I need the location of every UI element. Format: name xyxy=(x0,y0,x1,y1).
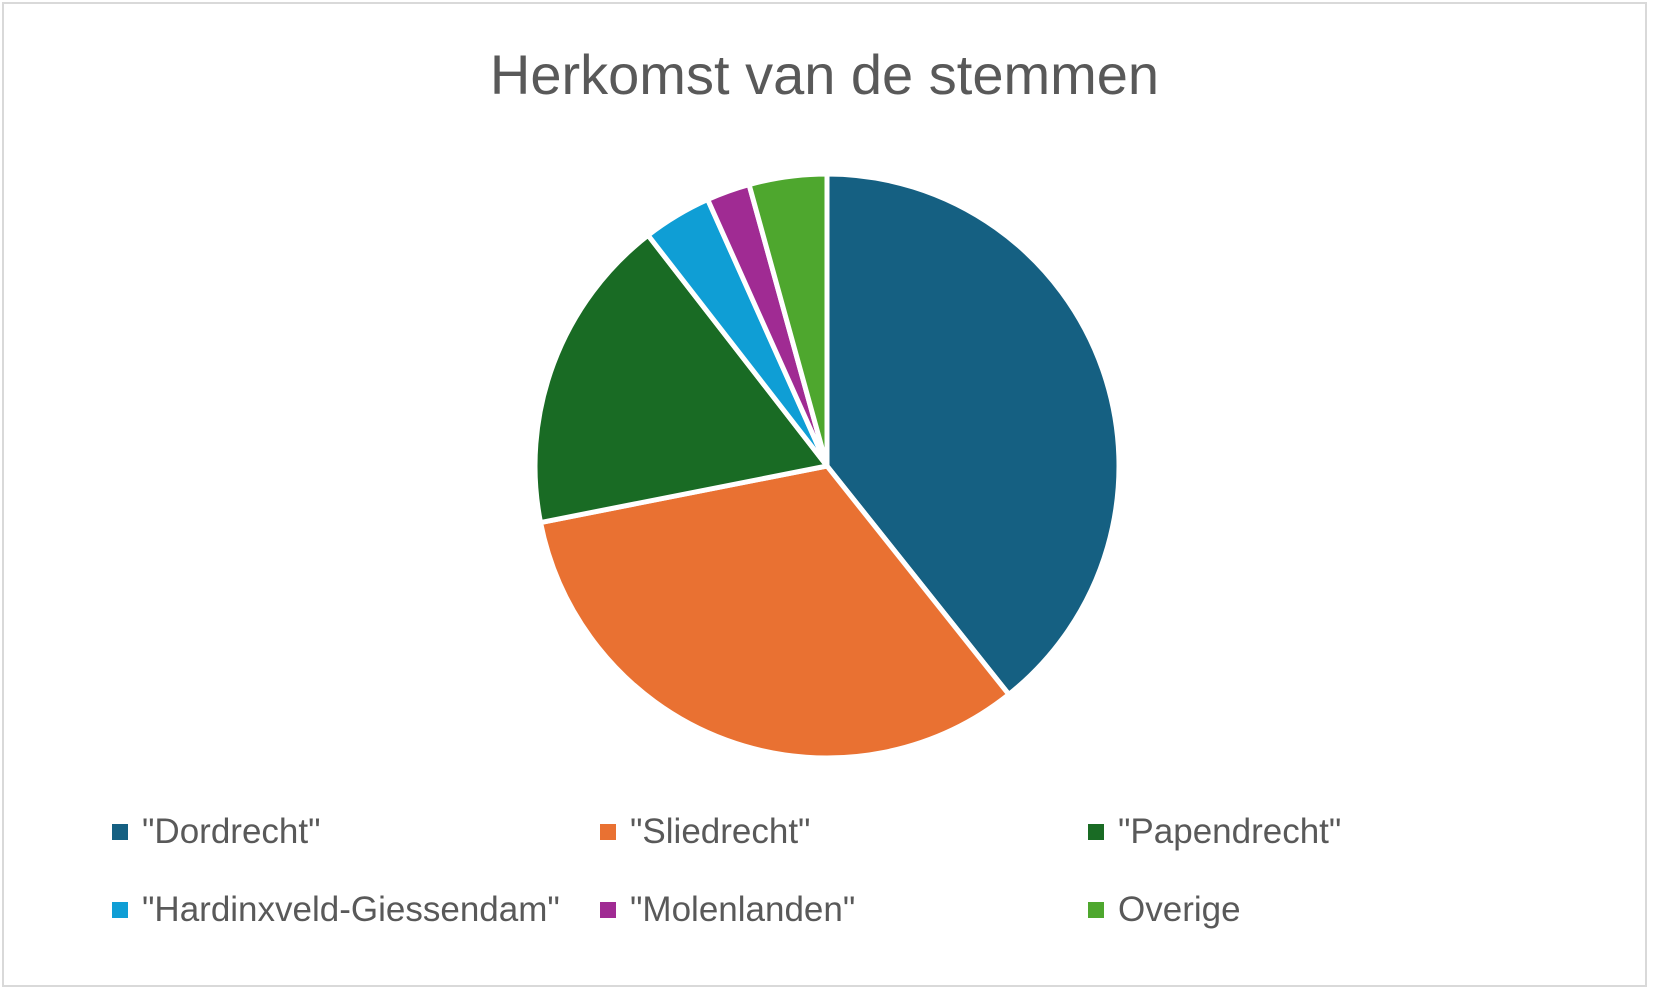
pie-slice-2 xyxy=(532,232,830,526)
chart-title: Herkomst van de stemmen xyxy=(489,43,1160,106)
pie-slice-0 xyxy=(824,171,1122,697)
pie-chart xyxy=(532,171,1122,761)
pie-slice-5 xyxy=(746,171,830,469)
pie-slice-1 xyxy=(538,463,1012,761)
